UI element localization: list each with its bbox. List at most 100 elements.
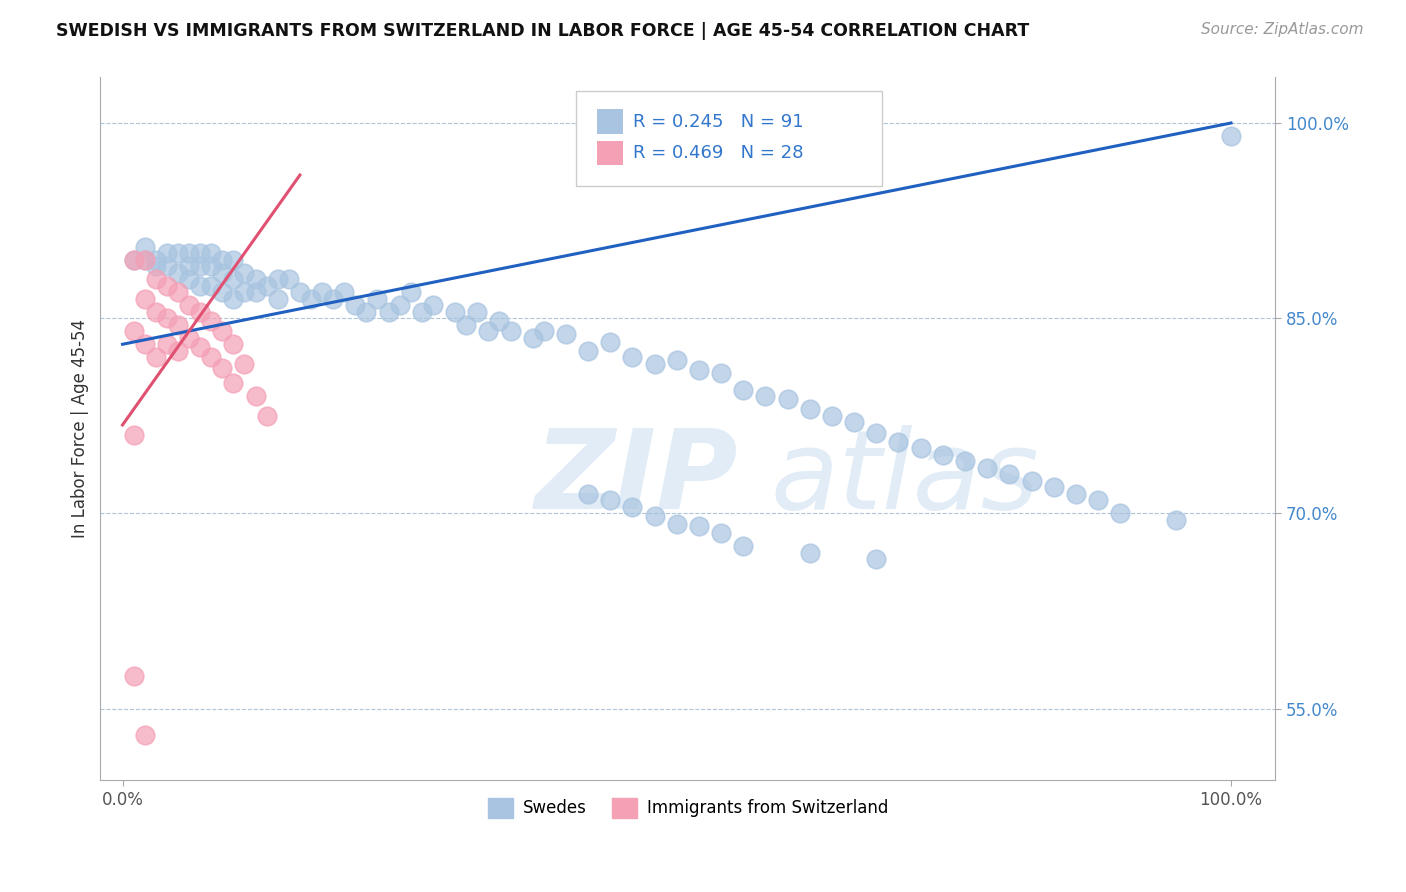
Point — [167, 318, 190, 332]
Point — [621, 500, 644, 514]
Point — [411, 304, 433, 318]
Point — [844, 416, 866, 430]
Point — [200, 314, 222, 328]
Point — [1064, 487, 1087, 501]
Point — [488, 314, 510, 328]
Point — [333, 285, 356, 300]
Point — [145, 304, 167, 318]
Point — [1220, 128, 1243, 143]
Point — [211, 285, 233, 300]
Point — [245, 285, 267, 300]
Point — [167, 343, 190, 358]
Point — [865, 425, 887, 440]
Point — [177, 331, 200, 345]
Point — [177, 272, 200, 286]
Point — [710, 526, 733, 541]
Text: ZIP: ZIP — [536, 425, 738, 532]
Point — [188, 259, 211, 273]
Point — [799, 545, 821, 559]
Point — [299, 292, 322, 306]
Point — [200, 351, 222, 365]
Bar — [598, 109, 623, 134]
Point — [134, 292, 156, 306]
Point — [887, 434, 910, 449]
Point — [156, 311, 179, 326]
Point — [456, 318, 478, 332]
Point — [688, 519, 710, 533]
Point — [222, 292, 245, 306]
Point — [422, 298, 444, 312]
Point — [167, 285, 190, 300]
Point — [599, 493, 621, 508]
Point — [122, 252, 145, 267]
Text: R = 0.245   N = 91: R = 0.245 N = 91 — [633, 112, 803, 131]
Point — [998, 467, 1021, 482]
Point — [311, 285, 333, 300]
Point — [344, 298, 367, 312]
Legend: Swedes, Immigrants from Switzerland: Swedes, Immigrants from Switzerland — [481, 791, 894, 825]
Point — [465, 304, 488, 318]
Point — [267, 292, 290, 306]
Point — [1042, 480, 1064, 494]
Point — [200, 246, 222, 260]
Point — [145, 252, 167, 267]
Point — [1164, 513, 1187, 527]
Point — [733, 539, 755, 553]
Point — [188, 278, 211, 293]
Text: Source: ZipAtlas.com: Source: ZipAtlas.com — [1201, 22, 1364, 37]
Point — [522, 331, 544, 345]
Point — [665, 352, 688, 367]
Point — [245, 389, 267, 403]
Y-axis label: In Labor Force | Age 45-54: In Labor Force | Age 45-54 — [72, 319, 89, 539]
Point — [499, 324, 522, 338]
Point — [267, 272, 290, 286]
Bar — [598, 141, 623, 165]
Point — [710, 366, 733, 380]
Point — [322, 292, 344, 306]
Point — [644, 357, 666, 371]
Point — [754, 389, 776, 403]
FancyBboxPatch shape — [576, 92, 882, 186]
Point — [122, 428, 145, 442]
Point — [177, 259, 200, 273]
Point — [932, 448, 955, 462]
Point — [1021, 474, 1043, 488]
Point — [122, 252, 145, 267]
Point — [576, 487, 599, 501]
Point — [122, 324, 145, 338]
Point — [145, 272, 167, 286]
Point — [222, 376, 245, 391]
Point — [366, 292, 388, 306]
Point — [233, 266, 256, 280]
Point — [733, 383, 755, 397]
Point — [188, 246, 211, 260]
Point — [177, 246, 200, 260]
Point — [134, 252, 156, 267]
Point — [211, 252, 233, 267]
Point — [156, 246, 179, 260]
Point — [621, 351, 644, 365]
Point — [444, 304, 467, 318]
Text: SWEDISH VS IMMIGRANTS FROM SWITZERLAND IN LABOR FORCE | AGE 45-54 CORRELATION CH: SWEDISH VS IMMIGRANTS FROM SWITZERLAND I… — [56, 22, 1029, 40]
Point — [156, 259, 179, 273]
Point — [222, 337, 245, 351]
Point — [665, 516, 688, 531]
Point — [200, 259, 222, 273]
Point — [134, 240, 156, 254]
Point — [145, 259, 167, 273]
Point — [156, 278, 179, 293]
Point — [167, 266, 190, 280]
Point — [134, 728, 156, 742]
Point — [134, 252, 156, 267]
Point — [211, 266, 233, 280]
Point — [134, 337, 156, 351]
Point — [388, 298, 411, 312]
Point — [256, 409, 278, 423]
Point — [865, 552, 887, 566]
Point — [188, 304, 211, 318]
Point — [288, 285, 311, 300]
Point — [555, 326, 578, 341]
Point — [277, 272, 299, 286]
Point — [145, 351, 167, 365]
Point — [156, 337, 179, 351]
